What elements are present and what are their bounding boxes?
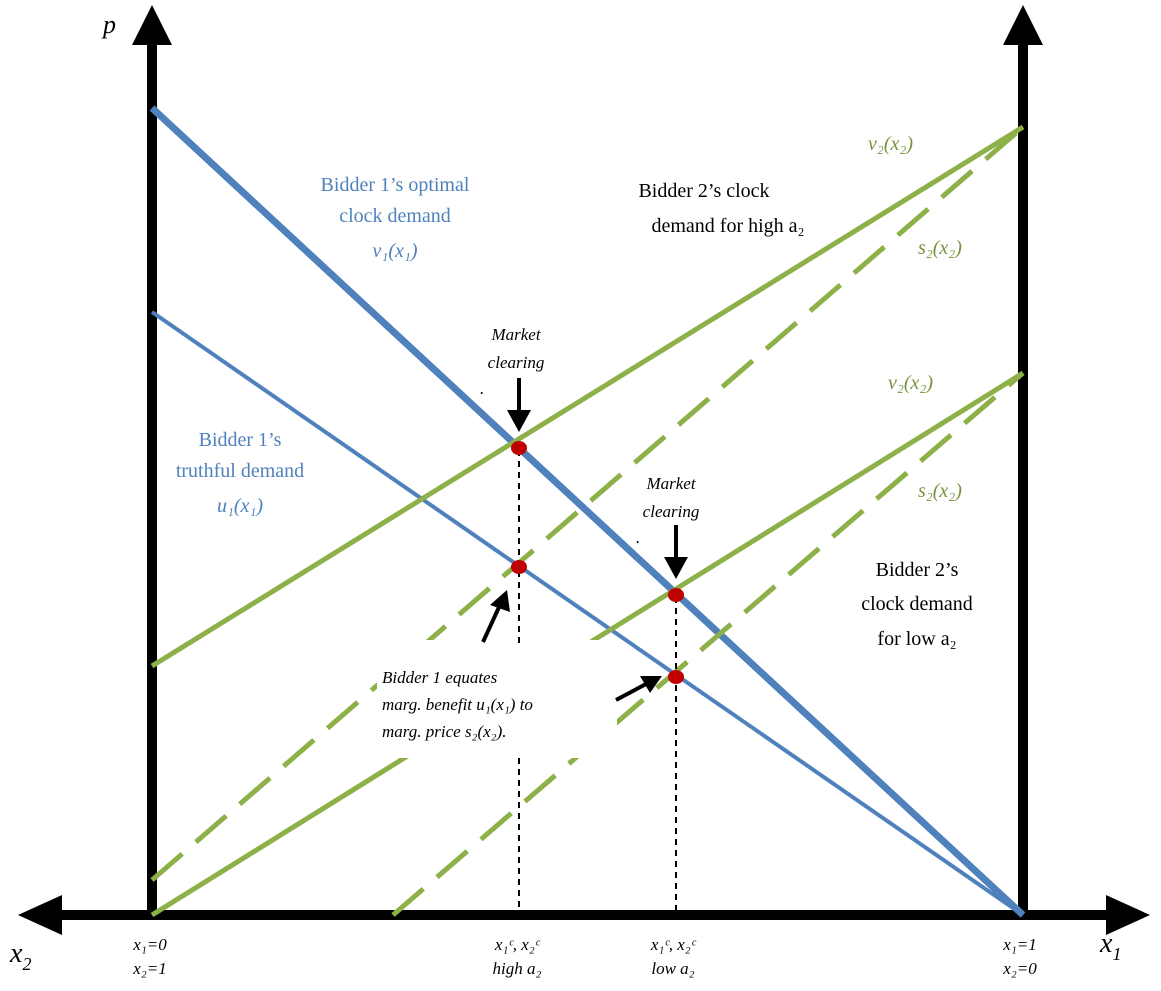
svg-text:clock demand: clock demand [861, 593, 973, 615]
svg-text:.: . [480, 379, 484, 398]
s2-high-label: s₂(x₂) [918, 237, 962, 259]
arrow-mc2-head [664, 557, 688, 579]
truthful-demand-label: Bidder 1’s truthful demand u₁(x₁) [176, 429, 304, 517]
svg-text:for low a₂: for low a₂ [877, 628, 956, 650]
left-tick-line1: x₁=0 [132, 935, 167, 954]
optimal-clock-demand-line [149, 105, 1026, 918]
x1-arrowhead [1106, 895, 1150, 935]
arrow-eq2-head [640, 676, 662, 693]
s2-low-line [391, 371, 1025, 917]
market-clearing-low-point [668, 588, 684, 602]
bidder1-equates-label: Bidder 1 equates marg. benefit u₁(x₁) to… [382, 668, 533, 741]
arrow-eq2-shaft [615, 682, 647, 702]
bidder2-low-label: Bidder 2’s clock demand for low a₂ [861, 559, 973, 650]
right-axis-arrowhead [1003, 5, 1043, 45]
equates-label-box [377, 640, 617, 758]
s2-high-line [150, 125, 1025, 882]
svg-text:Bidder 1’s optimal: Bidder 1’s optimal [321, 174, 470, 196]
svg-text:truthful demand: truthful demand [176, 460, 304, 482]
right-tick-line2: x₂=0 [1002, 959, 1037, 978]
high-tick-line1: x₁ᶜ, x₂ᶜ [494, 935, 541, 954]
svg-text:.: . [636, 528, 640, 547]
svg-text:Bidder 1 equates: Bidder 1 equates [382, 668, 498, 687]
svg-text:u₁(x₁): u₁(x₁) [217, 495, 263, 517]
arrow-mc1-head [507, 410, 531, 432]
high-tick-line2: high a₂ [493, 959, 542, 978]
v2-low-label: v₂(x₂) [888, 372, 933, 394]
equates-high-point [511, 560, 527, 574]
svg-text:clock demand: clock demand [339, 205, 451, 227]
svg-text:marg. benefit u₁(x₁) to: marg. benefit u₁(x₁) to [382, 695, 533, 714]
market-clearing-high-label: Market clearing . [480, 325, 544, 398]
v2-high-line [150, 124, 1025, 669]
equates-low-point [668, 670, 684, 684]
svg-text:Market: Market [645, 474, 696, 493]
x1-axis-label: x1 [1099, 928, 1121, 964]
svg-text:demand for high a₂: demand for high a₂ [651, 215, 804, 237]
svg-text:Bidder 1’s: Bidder 1’s [199, 429, 282, 451]
bidder2-high-label: Bidder 2’s clock demand for high a₂ [638, 180, 804, 237]
svg-text:marg. price s₂(x₂).: marg. price s₂(x₂). [382, 722, 507, 741]
left-tick-line2: x₂=1 [132, 959, 166, 978]
p-axis-label: p [101, 10, 116, 39]
svg-text:Bidder 2’s clock: Bidder 2’s clock [638, 180, 769, 202]
market-clearing-high-point [511, 441, 527, 455]
truthful-demand-line [150, 310, 1025, 917]
x2-axis-label: x2 [9, 938, 31, 974]
svg-text:v₁(x₁): v₁(x₁) [373, 240, 418, 262]
arrow-eq1-head [490, 590, 510, 612]
optimal-demand-label: Bidder 1’s optimal clock demand v₁(x₁) [321, 174, 470, 262]
svg-text:clearing: clearing [643, 502, 700, 521]
s2-low-label: s₂(x₂) [918, 480, 962, 502]
left-axis-arrowhead [132, 5, 172, 45]
x2-arrowhead [18, 895, 62, 935]
market-clearing-low-label: Market clearing . [636, 474, 699, 547]
svg-text:Market: Market [490, 325, 541, 344]
svg-text:Bidder 2’s: Bidder 2’s [876, 559, 959, 581]
v2-high-label: v₂(x₂) [868, 133, 913, 155]
right-tick-line1: x₁=1 [1002, 935, 1036, 954]
low-tick-line1: x₁ᶜ, x₂ᶜ [650, 935, 697, 954]
arrow-eq1-shaft [481, 604, 502, 643]
axes [18, 5, 1150, 935]
svg-text:clearing: clearing [488, 353, 545, 372]
low-tick-line2: low a₂ [651, 959, 694, 978]
